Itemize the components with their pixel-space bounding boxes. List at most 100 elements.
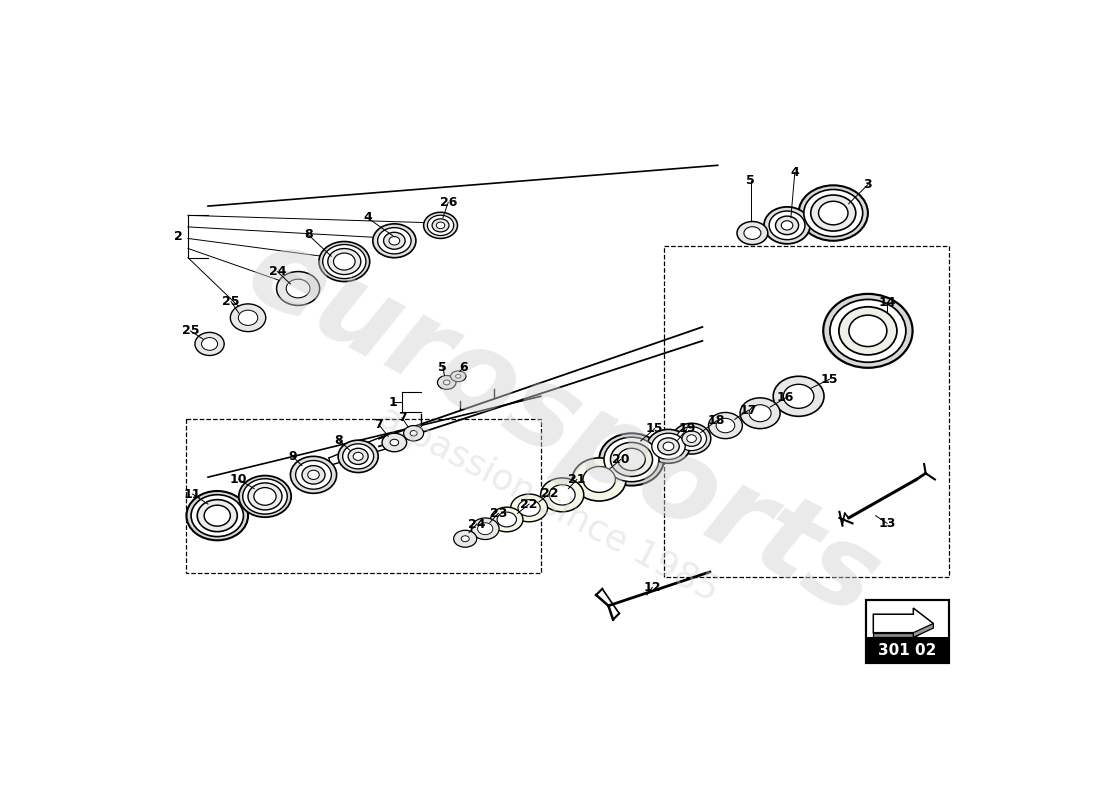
Ellipse shape xyxy=(744,226,761,239)
Ellipse shape xyxy=(239,476,292,517)
Text: 4: 4 xyxy=(363,211,372,224)
Ellipse shape xyxy=(455,374,461,378)
Text: 15: 15 xyxy=(646,422,663,435)
Text: 7: 7 xyxy=(398,411,406,424)
Ellipse shape xyxy=(437,222,444,229)
Ellipse shape xyxy=(818,202,848,225)
Polygon shape xyxy=(873,633,913,638)
Text: 14: 14 xyxy=(879,296,895,309)
Ellipse shape xyxy=(243,478,287,514)
Ellipse shape xyxy=(799,186,868,241)
Ellipse shape xyxy=(686,434,696,442)
Ellipse shape xyxy=(338,440,378,473)
Text: 8: 8 xyxy=(334,434,343,446)
Text: 3: 3 xyxy=(864,178,872,191)
Ellipse shape xyxy=(382,434,407,452)
Ellipse shape xyxy=(248,483,282,510)
Text: 15: 15 xyxy=(821,373,838,386)
Ellipse shape xyxy=(319,242,370,282)
Ellipse shape xyxy=(518,500,540,516)
Text: 26: 26 xyxy=(440,196,456,209)
Ellipse shape xyxy=(849,315,887,346)
Text: 301 02: 301 02 xyxy=(878,642,936,658)
Ellipse shape xyxy=(186,491,249,540)
Text: 2: 2 xyxy=(175,230,183,243)
Polygon shape xyxy=(913,623,933,638)
Ellipse shape xyxy=(491,507,522,532)
Ellipse shape xyxy=(328,249,361,274)
Ellipse shape xyxy=(195,332,224,355)
Ellipse shape xyxy=(549,485,575,505)
Ellipse shape xyxy=(663,442,674,450)
Text: 21: 21 xyxy=(568,473,585,486)
Text: 25: 25 xyxy=(222,295,240,308)
Ellipse shape xyxy=(839,307,896,355)
Ellipse shape xyxy=(384,232,405,250)
Ellipse shape xyxy=(769,211,805,240)
Ellipse shape xyxy=(290,456,337,494)
Text: 5: 5 xyxy=(747,174,756,187)
Bar xyxy=(866,600,948,663)
Text: 9: 9 xyxy=(288,450,297,463)
Text: 1: 1 xyxy=(388,396,397,409)
Text: 19: 19 xyxy=(679,422,695,435)
Ellipse shape xyxy=(604,437,659,482)
Ellipse shape xyxy=(276,271,320,306)
Ellipse shape xyxy=(461,536,470,542)
Text: eurosports: eurosports xyxy=(229,214,899,640)
Ellipse shape xyxy=(740,398,780,429)
Ellipse shape xyxy=(781,221,793,230)
Text: 8: 8 xyxy=(304,228,312,241)
Ellipse shape xyxy=(296,461,331,489)
Text: a passion since 1985: a passion since 1985 xyxy=(373,400,724,608)
Ellipse shape xyxy=(749,405,771,422)
Bar xyxy=(664,246,948,578)
Ellipse shape xyxy=(647,430,690,463)
Text: 7: 7 xyxy=(375,418,383,431)
Ellipse shape xyxy=(497,512,517,527)
Ellipse shape xyxy=(389,237,399,245)
Ellipse shape xyxy=(600,434,664,486)
Text: 17: 17 xyxy=(740,404,757,417)
Text: 16: 16 xyxy=(777,391,794,404)
Ellipse shape xyxy=(451,371,466,382)
Ellipse shape xyxy=(424,212,458,238)
Ellipse shape xyxy=(410,430,417,436)
Ellipse shape xyxy=(404,426,424,441)
Text: 23: 23 xyxy=(490,507,507,520)
Ellipse shape xyxy=(191,494,243,537)
Text: 22: 22 xyxy=(541,487,559,500)
Ellipse shape xyxy=(829,299,906,362)
Ellipse shape xyxy=(541,478,584,512)
Ellipse shape xyxy=(823,294,913,368)
Text: 4: 4 xyxy=(791,166,799,179)
Ellipse shape xyxy=(322,245,366,278)
Ellipse shape xyxy=(239,310,257,326)
Ellipse shape xyxy=(348,448,369,465)
Text: 24: 24 xyxy=(268,265,286,278)
Ellipse shape xyxy=(301,466,326,484)
Ellipse shape xyxy=(708,413,742,438)
Text: 13: 13 xyxy=(879,517,895,530)
Ellipse shape xyxy=(201,338,218,350)
Ellipse shape xyxy=(572,458,626,501)
Ellipse shape xyxy=(333,253,355,270)
Ellipse shape xyxy=(510,494,548,522)
Ellipse shape xyxy=(377,228,411,254)
Ellipse shape xyxy=(373,224,416,258)
Text: 11: 11 xyxy=(184,487,201,501)
Ellipse shape xyxy=(230,304,266,332)
Ellipse shape xyxy=(682,431,701,446)
Text: 22: 22 xyxy=(520,498,538,510)
Text: 18: 18 xyxy=(707,414,725,427)
Text: 10: 10 xyxy=(230,473,248,486)
Ellipse shape xyxy=(737,222,768,245)
Ellipse shape xyxy=(783,384,814,408)
Text: 25: 25 xyxy=(182,324,199,338)
Ellipse shape xyxy=(610,442,652,477)
Ellipse shape xyxy=(286,279,310,298)
Ellipse shape xyxy=(672,423,711,454)
Text: 12: 12 xyxy=(644,581,661,594)
Ellipse shape xyxy=(308,470,319,479)
Ellipse shape xyxy=(618,448,646,470)
